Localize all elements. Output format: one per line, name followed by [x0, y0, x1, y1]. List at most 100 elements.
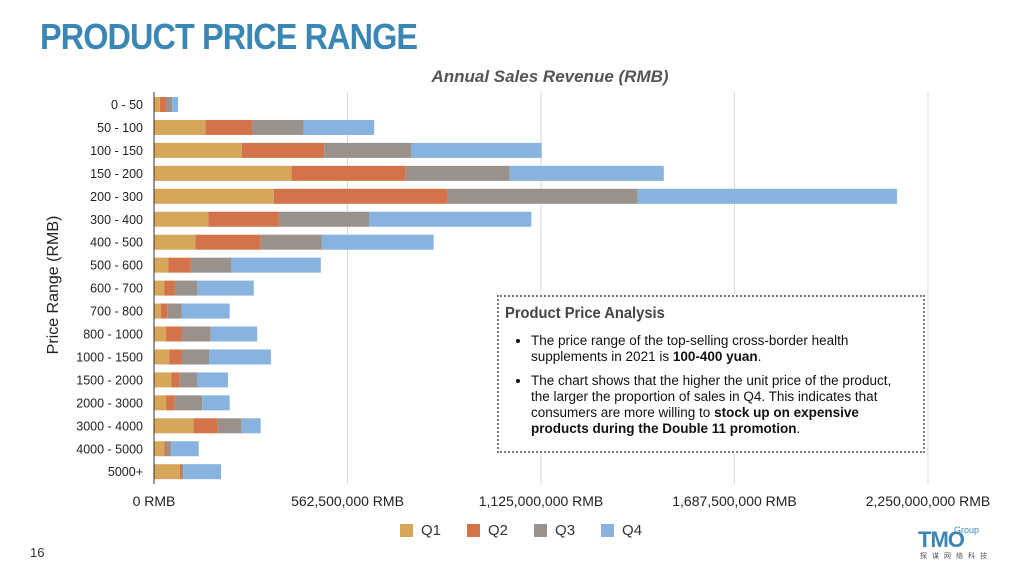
y-tick-label: 600 - 700	[90, 282, 143, 296]
bar-segment-q4	[637, 188, 898, 204]
bar-segment-q1	[154, 418, 194, 434]
chart-legend: Q1 Q2 Q3 Q4	[400, 522, 642, 539]
y-tick-label: 150 - 200	[90, 167, 143, 181]
bar-segment-q2	[166, 395, 175, 411]
bar-segment-q3	[405, 165, 510, 181]
bar-segment-q2	[195, 234, 261, 250]
bar-segment-q2	[291, 165, 406, 181]
bar-segment-q4	[509, 165, 664, 181]
y-tick-label: 1000 - 1500	[76, 350, 143, 364]
legend-label-q1: Q1	[421, 522, 442, 539]
legend-item-q4: Q4	[601, 522, 642, 539]
bar-segment-q3	[181, 349, 210, 365]
bar-segment-q3	[181, 464, 184, 480]
bar-segment-q1	[154, 165, 292, 181]
bar-segment-q3	[447, 188, 638, 204]
bar-segment-q3	[174, 280, 197, 296]
legend-label-q3: Q3	[555, 522, 576, 539]
analysis-heading: Product Price Analysis	[505, 305, 665, 322]
bar-segment-q1	[154, 280, 165, 296]
y-tick-label: 1500 - 2000	[76, 373, 143, 387]
bar-segment-q3	[324, 142, 411, 158]
legend-swatch-q3	[534, 524, 548, 537]
page-number: 16	[30, 545, 45, 560]
bar-segment-q2	[205, 119, 253, 135]
bar-segment-q4	[303, 119, 375, 135]
chart-title: Annual Sales Revenue (RMB)	[431, 67, 669, 86]
bar-segment-q1	[154, 257, 169, 273]
analysis-bullet: The price range of the top-selling cross…	[531, 333, 913, 365]
bar-segment-q2	[208, 211, 279, 227]
bar-segment-q1	[154, 142, 242, 158]
bar-segment-q4	[241, 418, 261, 434]
bar-segment-q3	[166, 97, 173, 112]
logo-group-text: Group	[954, 525, 980, 535]
bar-segment-q2	[160, 303, 168, 319]
company-logo: TMO Group 探谋网络科技	[918, 525, 1010, 563]
legend-swatch-q2	[467, 524, 481, 537]
bar-segment-q1	[154, 234, 196, 250]
bar-segment-q4	[172, 97, 179, 112]
y-tick-label: 500 - 600	[90, 259, 143, 273]
bar-segment-q3	[174, 395, 203, 411]
analysis-bullet: The chart shows that the higher the unit…	[531, 373, 913, 437]
bar-segment-q4	[197, 280, 254, 296]
bar-segment-q4	[171, 441, 199, 457]
bar-segment-q4	[321, 234, 434, 250]
y-tick-label: 800 - 1000	[83, 328, 143, 342]
bar-segment-q3	[278, 211, 369, 227]
x-tick-label: 562,500,000 RMB	[291, 493, 404, 509]
legend-swatch-q1	[400, 524, 413, 537]
bullet-text: The chart shows that the higher the unit…	[531, 373, 892, 420]
x-tick-label: 2,250,000,000 RMB	[866, 493, 991, 509]
y-tick-label: 100 - 150	[90, 144, 143, 158]
bar-segment-q4	[231, 257, 321, 273]
legend-label-q4: Q4	[622, 522, 643, 539]
bar-segment-q3	[166, 441, 172, 457]
bullet-text-end: .	[757, 349, 762, 364]
y-tick-label: 50 - 100	[97, 121, 143, 135]
bar-segment-q3	[179, 372, 197, 388]
bar-segment-q1	[154, 303, 161, 319]
bar-segment-q2	[169, 349, 182, 365]
bar-segment-q3	[252, 119, 304, 135]
bar-segment-q2	[159, 97, 167, 112]
bar-segment-q2	[164, 280, 175, 296]
x-tick-label: 1,687,500,000 RMB	[672, 493, 797, 509]
bar-segment-q1	[154, 372, 172, 388]
bar-segment-q4	[181, 303, 230, 319]
bullet-highlight: 100-400 yuan	[672, 349, 758, 364]
bar-segment-q1	[154, 464, 180, 480]
bar-segment-q1	[154, 395, 167, 411]
bar-segment-q4	[369, 211, 532, 227]
bar-segment-q4	[183, 464, 222, 480]
y-tick-label: 400 - 500	[90, 236, 143, 250]
bar-segment-q3	[260, 234, 322, 250]
legend-swatch-q4	[601, 524, 615, 537]
bar-segment-q4	[410, 142, 542, 158]
bar-segment-q1	[154, 119, 206, 135]
bar-segment-q3	[190, 257, 232, 273]
bar-segment-q3	[167, 303, 182, 319]
bar-segment-q2	[164, 441, 167, 457]
logo-chinese-text: 探谋网络科技	[920, 553, 992, 560]
bar-segment-q1	[154, 188, 274, 204]
bar-segment-q1	[154, 211, 209, 227]
x-tick-label: 1,125,000,000 RMB	[479, 493, 604, 509]
analysis-list: The price range of the top-selling cross…	[505, 333, 913, 437]
logo-wordmark: TMO	[918, 527, 965, 552]
y-tick-label: 0 - 50	[111, 98, 143, 112]
bar-segment-q3	[181, 326, 211, 342]
y-tick-label: 300 - 400	[90, 213, 143, 227]
bar-segment-q2	[273, 188, 448, 204]
bar-segment-q3	[217, 418, 242, 434]
bar-segment-q2	[168, 257, 191, 273]
y-axis-label: Price Range (RMB)	[45, 215, 62, 355]
legend-item-q2: Q2	[467, 522, 508, 539]
x-tick-label: 0 RMB	[133, 493, 176, 509]
bar-segment-q1	[154, 349, 170, 365]
bar-segment-q1	[154, 441, 165, 457]
analysis-box: Product Price Analysis The price range o…	[497, 295, 925, 453]
y-tick-label: 2000 - 3000	[76, 396, 143, 410]
